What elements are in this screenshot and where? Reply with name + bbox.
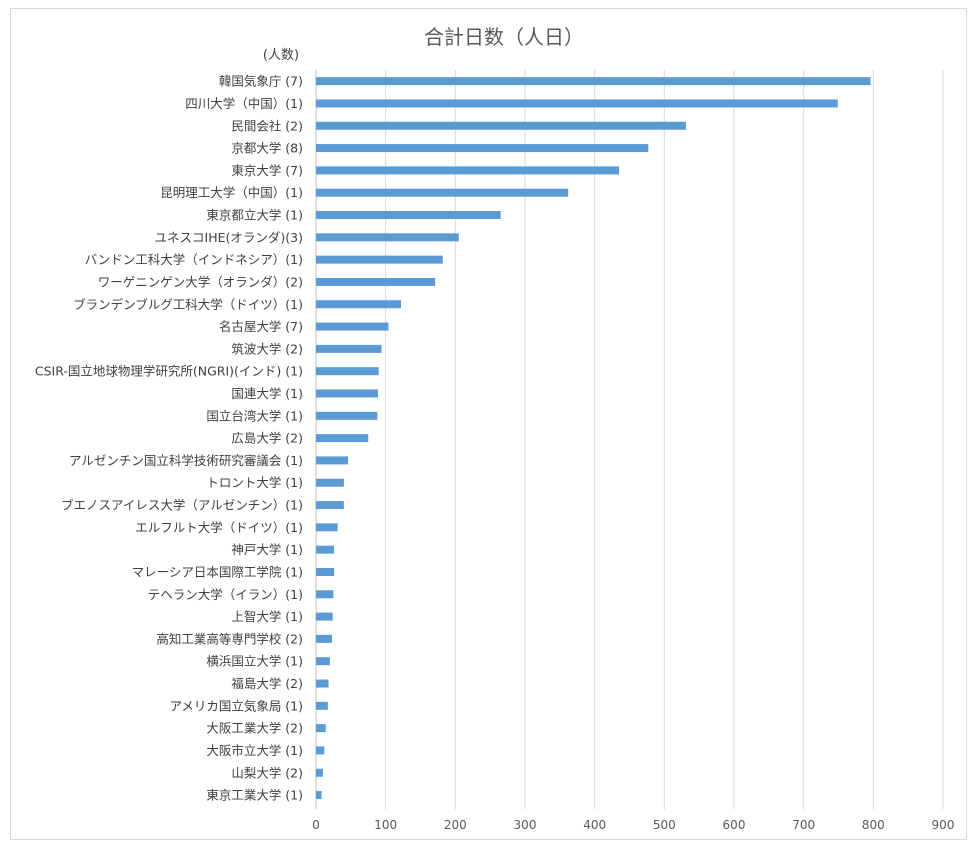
category-label: CSIR-国立地球物理学研究所(NGRI)(インド) (1) — [35, 364, 303, 379]
bar-layer — [316, 77, 871, 800]
label-layer: 韓国気象庁 (7) 四川大学（中国）(1) 民間会社 (2) 京都大学 (8) 東京大学… — [35, 74, 303, 803]
bar — [316, 344, 382, 353]
category-label: 上智大学 (1) — [231, 609, 303, 624]
bar — [316, 590, 334, 599]
bar — [316, 434, 369, 443]
category-label: アメリカ国立気象局 (1) — [169, 698, 303, 713]
bar — [316, 545, 335, 554]
x-tick-label: 100 — [374, 818, 397, 832]
category-label: 四川大学（中国）(1) — [185, 96, 303, 111]
category-label: 神戸大学 (1) — [231, 542, 303, 557]
bar — [316, 411, 378, 420]
bar — [316, 501, 344, 510]
bar — [316, 657, 330, 666]
bar — [316, 768, 323, 777]
bar — [316, 188, 569, 197]
bar — [316, 277, 436, 286]
x-tick-label: 900 — [932, 818, 955, 832]
category-label: ユネスコIHE(オランダ)(3) — [155, 230, 303, 245]
bar — [316, 300, 401, 309]
bar — [316, 233, 459, 242]
bar — [316, 634, 333, 643]
bar — [316, 211, 501, 220]
x-tick-label: 600 — [723, 818, 746, 832]
category-label: ブランデンブルグ工科大学（ドイツ）(1) — [73, 297, 303, 312]
bar — [316, 77, 871, 86]
x-tick-label: 200 — [444, 818, 467, 832]
category-label: 筑波大学 (2) — [231, 341, 303, 356]
category-label: 横浜国立大学 (1) — [206, 654, 303, 669]
category-label: アルゼンチン国立科学技術研究審議会 (1) — [69, 453, 303, 468]
category-label: ブエノスアイレス大学（アルゼンチン）(1) — [61, 498, 303, 513]
category-label: 大阪工業大学 (2) — [206, 721, 303, 736]
tick-layer: 0 100 200 300 400 500 600 700 800 900 — [312, 818, 954, 832]
bar — [316, 701, 328, 710]
bar — [316, 724, 326, 733]
x-tick-label: 400 — [583, 818, 606, 832]
category-label: 大阪市立大学 (1) — [206, 743, 303, 758]
x-tick-label: 500 — [653, 818, 676, 832]
bar — [316, 456, 349, 465]
grid-layer — [315, 70, 944, 810]
category-label: バンドン工科大学（インドネシア）(1) — [85, 252, 303, 267]
category-label: エルフルト大学（ドイツ）(1) — [135, 520, 303, 535]
bar — [316, 121, 686, 130]
bar — [316, 746, 325, 755]
unit-label: (人数) — [263, 48, 299, 63]
category-label: 京都大学 (8) — [231, 141, 303, 156]
bar — [316, 478, 344, 487]
bar — [316, 612, 333, 621]
bar — [316, 567, 335, 576]
category-label: 東京工業大学 (1) — [206, 788, 303, 803]
bar — [316, 166, 620, 175]
x-tick-label: 0 — [312, 818, 320, 832]
category-label: 広島大学 (2) — [231, 431, 303, 446]
bar — [316, 389, 379, 398]
bar — [316, 523, 338, 532]
bar — [316, 322, 389, 331]
category-label: 国連大学 (1) — [231, 386, 303, 401]
category-label: マレーシア日本国際工学院 (1) — [132, 564, 303, 579]
chart-frame: 韓国気象庁 (7) 四川大学（中国）(1) 民間会社 (2) 京都大学 (8) 東京大学… — [10, 8, 967, 840]
category-label: 山梨大学 (2) — [231, 765, 303, 780]
category-label: 高知工業高等専門学校 (2) — [156, 631, 303, 646]
x-tick-label: 800 — [862, 818, 885, 832]
category-label: 東京都立大学 (1) — [206, 208, 303, 223]
category-label: ワーゲニンゲン大学（オランダ）(2) — [98, 274, 303, 289]
category-label: 韓国気象庁 (7) — [219, 74, 303, 89]
bar — [316, 255, 443, 264]
category-label: トロント大学 (1) — [206, 475, 303, 490]
x-tick-label: 300 — [514, 818, 537, 832]
category-label: 福島大学 (2) — [231, 676, 303, 691]
category-label: 名古屋大学 (7) — [219, 319, 303, 334]
category-label: 国立台湾大学 (1) — [206, 408, 303, 423]
bar-chart: 韓国気象庁 (7) 四川大学（中国）(1) 民間会社 (2) 京都大学 (8) 東京大学… — [35, 25, 955, 832]
bar — [316, 679, 329, 688]
bar — [316, 367, 379, 376]
category-label: テヘラン大学（イラン）(1) — [148, 587, 303, 602]
chart-title: 合計日数（人日） — [424, 25, 584, 49]
bar — [316, 144, 649, 153]
bar — [316, 791, 322, 800]
x-tick-label: 700 — [792, 818, 815, 832]
bar — [316, 99, 838, 108]
category-label: 昆明理工大学（中国）(1) — [160, 185, 303, 200]
category-label: 東京大学 (7) — [231, 163, 303, 178]
category-label: 民間会社 (2) — [231, 118, 303, 133]
